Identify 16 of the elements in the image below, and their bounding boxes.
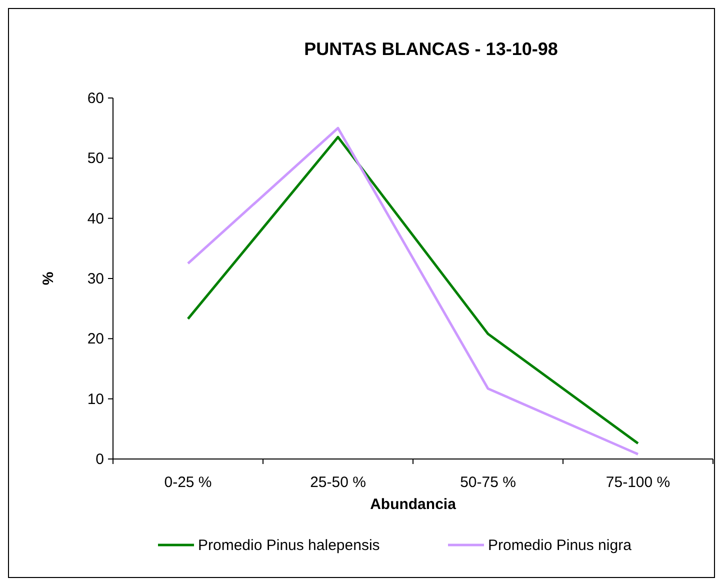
x-tick-label: 50-75 %: [460, 474, 516, 491]
chart-title: PUNTAS BLANCAS - 13-10-98: [304, 39, 558, 59]
y-tick-label: 60: [87, 90, 104, 107]
y-tick-label: 10: [87, 390, 104, 408]
y-tick-label: 30: [87, 270, 104, 288]
x-tick-label: 25-50 %: [310, 474, 366, 491]
y-axis-title: %: [40, 272, 57, 286]
legend-label: Promedio Pinus nigra: [488, 537, 632, 554]
y-tick-label: 0: [96, 451, 104, 468]
legend-label: Promedio Pinus halepensis: [198, 537, 380, 554]
x-tick-label: 75-100 %: [606, 474, 670, 491]
x-axis-title: Abundancia: [370, 496, 457, 513]
y-tick-label: 50: [87, 150, 104, 168]
x-tick-label: 0-25 %: [164, 474, 212, 491]
y-tick-label: 40: [87, 210, 104, 228]
y-tick-label: 20: [87, 330, 104, 348]
